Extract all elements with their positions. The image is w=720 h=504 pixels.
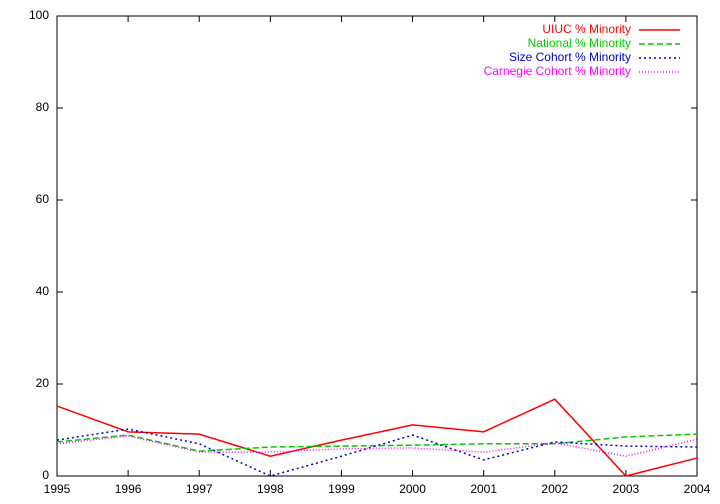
series-line [56,398,698,477]
x-tick-label: 1995 [44,482,71,496]
x-tick-label: 1998 [257,482,284,496]
legend-label: UIUC % Minority [542,22,631,36]
y-tick-label: 60 [36,192,50,206]
y-tick-label: 0 [42,468,49,482]
plot-frame [56,15,698,477]
series-line [56,435,698,457]
x-tick-label: 1997 [186,482,213,496]
y-tick-label: 100 [29,8,49,22]
legend-label: Carnegie Cohort % Minority [484,64,631,78]
x-tick-label: 2000 [399,482,426,496]
x-tick-label: 2003 [613,482,640,496]
y-tick-label: 80 [36,100,50,114]
y-tick-label: 40 [36,284,50,298]
series-line [56,433,698,452]
legend-label: National % Minority [528,36,631,50]
x-tick-label: 2001 [470,482,497,496]
x-tick-label: 2002 [541,482,568,496]
x-tick-label: 1996 [115,482,142,496]
x-tick-label: 2004 [684,482,711,496]
series-line [56,428,698,477]
y-tick-label: 20 [36,376,50,390]
legend-label: Size Cohort % Minority [509,50,631,64]
x-tick-label: 1999 [328,482,355,496]
